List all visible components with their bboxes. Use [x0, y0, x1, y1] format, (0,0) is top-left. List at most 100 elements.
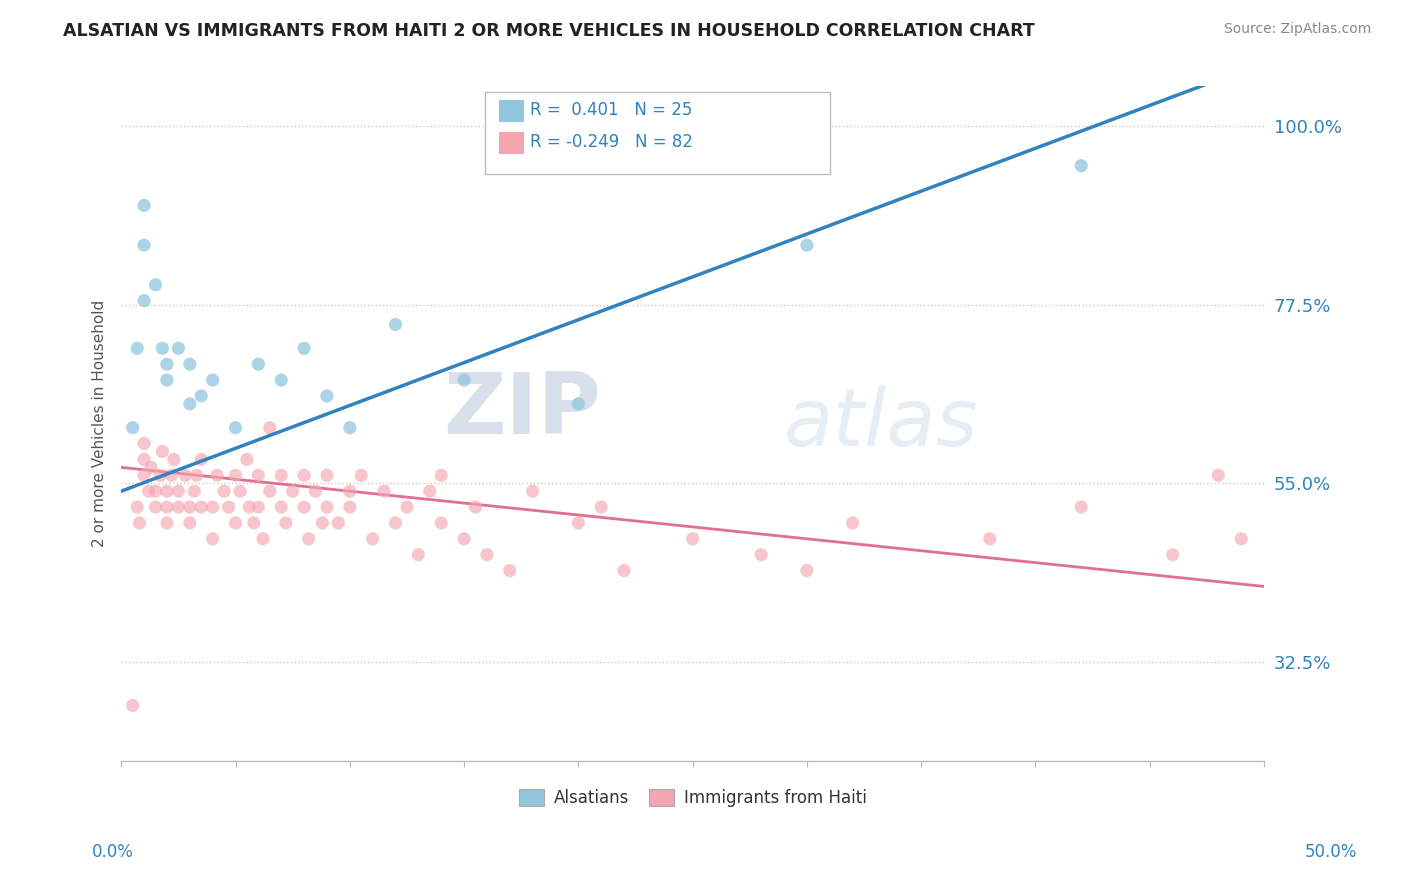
Point — [156, 516, 179, 530]
Point — [316, 389, 339, 403]
Point — [243, 516, 266, 530]
Point — [132, 238, 155, 252]
Point — [316, 468, 339, 483]
Point — [150, 341, 173, 355]
Point — [613, 564, 636, 578]
Point — [749, 548, 772, 562]
Point — [453, 373, 475, 387]
Point — [167, 341, 190, 355]
Point — [145, 277, 167, 292]
Point — [145, 484, 167, 499]
Point — [408, 548, 430, 562]
Text: 0.0%: 0.0% — [91, 843, 134, 861]
Point — [259, 484, 281, 499]
Point — [238, 500, 260, 514]
Point — [841, 516, 863, 530]
Point — [292, 500, 315, 514]
Point — [304, 484, 326, 499]
Point — [499, 564, 522, 578]
Point — [149, 468, 172, 483]
Point — [128, 516, 150, 530]
Point — [430, 468, 453, 483]
Point — [339, 484, 361, 499]
Point — [121, 420, 143, 434]
Point — [1070, 500, 1092, 514]
Point — [138, 484, 160, 499]
Point — [373, 484, 395, 499]
Point — [339, 500, 361, 514]
Point — [183, 484, 205, 499]
Point — [311, 516, 333, 530]
Point — [201, 373, 224, 387]
Point — [361, 532, 384, 546]
Legend: Alsatians, Immigrants from Haiti: Alsatians, Immigrants from Haiti — [512, 782, 873, 814]
Point — [395, 500, 418, 514]
Point — [179, 397, 201, 411]
Point — [567, 516, 589, 530]
Point — [132, 436, 155, 450]
Point — [167, 500, 190, 514]
Point — [205, 468, 228, 483]
Point — [475, 548, 498, 562]
Text: atlas: atlas — [785, 384, 979, 463]
Point — [292, 468, 315, 483]
Point — [201, 532, 224, 546]
Point — [270, 500, 292, 514]
Point — [328, 516, 350, 530]
Point — [156, 373, 179, 387]
Point — [150, 444, 173, 458]
Point — [1161, 548, 1184, 562]
Point — [224, 420, 246, 434]
Point — [190, 452, 212, 467]
Point — [281, 484, 304, 499]
Point — [132, 198, 155, 212]
Point — [132, 468, 155, 483]
Point — [145, 500, 167, 514]
Point — [132, 452, 155, 467]
Point — [1070, 159, 1092, 173]
Text: ALSATIAN VS IMMIGRANTS FROM HAITI 2 OR MORE VEHICLES IN HOUSEHOLD CORRELATION CH: ALSATIAN VS IMMIGRANTS FROM HAITI 2 OR M… — [63, 22, 1035, 40]
Point — [274, 516, 297, 530]
Point — [127, 341, 149, 355]
Point — [384, 516, 406, 530]
Text: R =  0.401   N = 25: R = 0.401 N = 25 — [530, 101, 692, 119]
Point — [567, 397, 589, 411]
Point — [464, 500, 486, 514]
Point — [522, 484, 544, 499]
Point — [160, 468, 183, 483]
Point — [121, 698, 143, 713]
Point — [163, 452, 186, 467]
Point — [201, 500, 224, 514]
Point — [167, 484, 190, 499]
Point — [156, 357, 179, 371]
Point — [350, 468, 373, 483]
Point — [127, 500, 149, 514]
Point — [156, 484, 179, 499]
Point — [229, 484, 252, 499]
Point — [156, 500, 179, 514]
Point — [247, 500, 270, 514]
Point — [591, 500, 613, 514]
Point — [339, 420, 361, 434]
Text: 50.0%: 50.0% — [1305, 843, 1357, 861]
Point — [252, 532, 274, 546]
Point — [179, 516, 201, 530]
Point — [316, 500, 339, 514]
Point — [247, 357, 270, 371]
Point — [453, 532, 475, 546]
Point — [1208, 468, 1230, 483]
Point — [384, 318, 406, 332]
Text: ZIP: ZIP — [443, 368, 602, 451]
Point — [224, 516, 246, 530]
Point — [186, 468, 208, 483]
Point — [236, 452, 259, 467]
Point — [218, 500, 240, 514]
Point — [292, 341, 315, 355]
Point — [259, 420, 281, 434]
Point — [190, 500, 212, 514]
Point — [270, 468, 292, 483]
Point — [224, 468, 246, 483]
Point — [979, 532, 1001, 546]
Point — [139, 460, 162, 475]
Point — [132, 293, 155, 308]
